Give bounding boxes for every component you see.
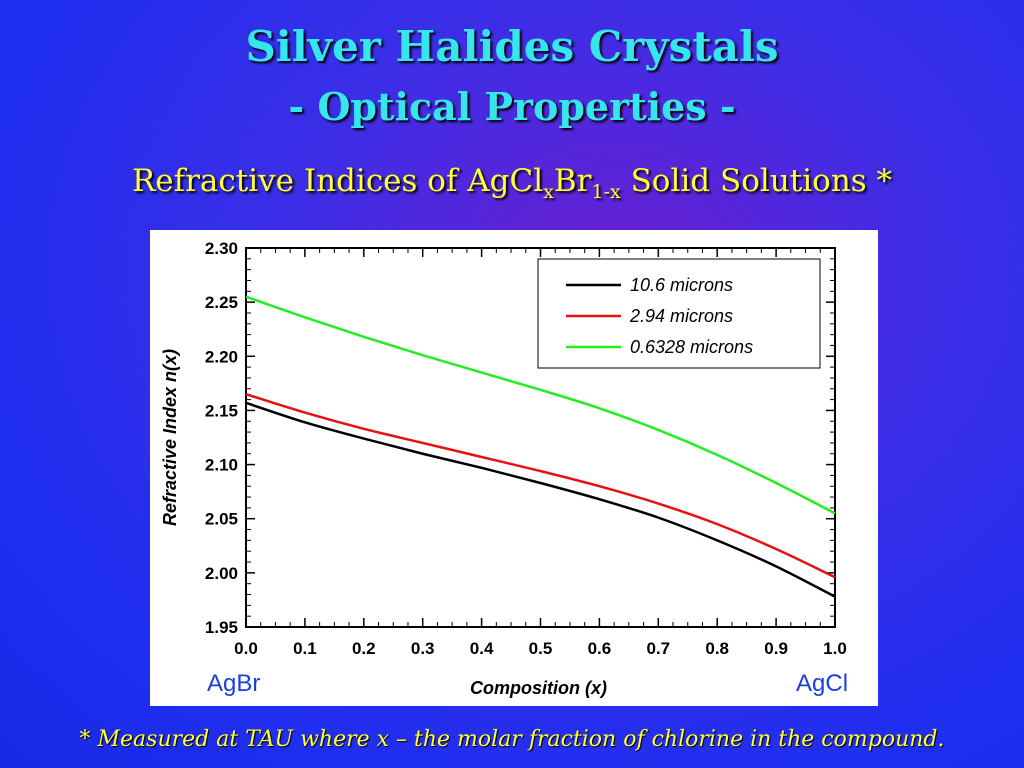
y-tick-label: 1.95 bbox=[205, 618, 238, 637]
x-tick-label: 0.5 bbox=[529, 639, 553, 658]
legend-label-0: 10.6 microns bbox=[630, 275, 733, 295]
chart-panel: 0.0 0.1 0.2 0.3 0.4 0.5 0.6 0.7 0.8 0.9 1.0 1.95 2.0… bbox=[150, 230, 878, 706]
x-tick-label: 0.7 bbox=[646, 639, 670, 658]
x-axis-label: Composition (x) bbox=[470, 678, 607, 698]
agcl-end-label: AgCl bbox=[796, 670, 849, 697]
subtitle-part-3: Solid Solutions * bbox=[620, 163, 893, 199]
slide-title-line2: - Optical Properties - bbox=[288, 84, 736, 129]
series-line-0 bbox=[245, 401, 836, 598]
y-tick-label: 2.10 bbox=[205, 456, 238, 475]
x-tick-label: 1.0 bbox=[823, 639, 847, 658]
legend-label-2: 0.6328 microns bbox=[630, 337, 753, 357]
x-tick-label: 0.9 bbox=[764, 639, 788, 658]
y-tick-label: 2.25 bbox=[205, 293, 238, 312]
series-line-2 bbox=[245, 295, 836, 515]
agbr-end-label: AgBr bbox=[207, 670, 261, 697]
x-tick-label: 0.1 bbox=[293, 639, 317, 658]
y-tick-label: 2.30 bbox=[205, 239, 238, 258]
chart-subtitle: Refractive Indices of AgClxBr1-x Solid S… bbox=[0, 163, 1024, 203]
x-tick-label: 0.6 bbox=[588, 639, 612, 658]
y-tick-label: 2.20 bbox=[205, 347, 238, 366]
y-axis-label: Refractive Index n(x) bbox=[160, 349, 180, 526]
subtitle-part-1: Refractive Indices of AgCl bbox=[131, 163, 544, 199]
series-line-1 bbox=[245, 392, 836, 579]
y-tick-label: 2.05 bbox=[205, 510, 238, 529]
slide-title: Silver Halides Crystals bbox=[245, 22, 779, 71]
x-tick-label: 0.3 bbox=[411, 639, 435, 658]
subtitle-sub-x: x bbox=[543, 181, 554, 203]
x-tick-label: 0.4 bbox=[470, 639, 494, 658]
footnote: * Measured at TAU where x – the molar fr… bbox=[79, 727, 945, 752]
legend-label-1: 2.94 microns bbox=[629, 306, 733, 326]
x-tick-label: 0.0 bbox=[234, 639, 258, 658]
y-tick-label: 2.00 bbox=[205, 564, 238, 583]
y-tick-label: 2.15 bbox=[205, 401, 238, 420]
subtitle-part-2: Br bbox=[553, 163, 592, 199]
subtitle-sub-1-x: 1-x bbox=[591, 181, 621, 203]
x-tick-label: 0.2 bbox=[352, 639, 376, 658]
legend-box bbox=[537, 258, 821, 369]
x-tick-label: 0.8 bbox=[705, 639, 729, 658]
refractive-index-chart: 0.0 0.1 0.2 0.3 0.4 0.5 0.6 0.7 0.8 0.9 1.0 1.95 2.0… bbox=[160, 239, 847, 698]
